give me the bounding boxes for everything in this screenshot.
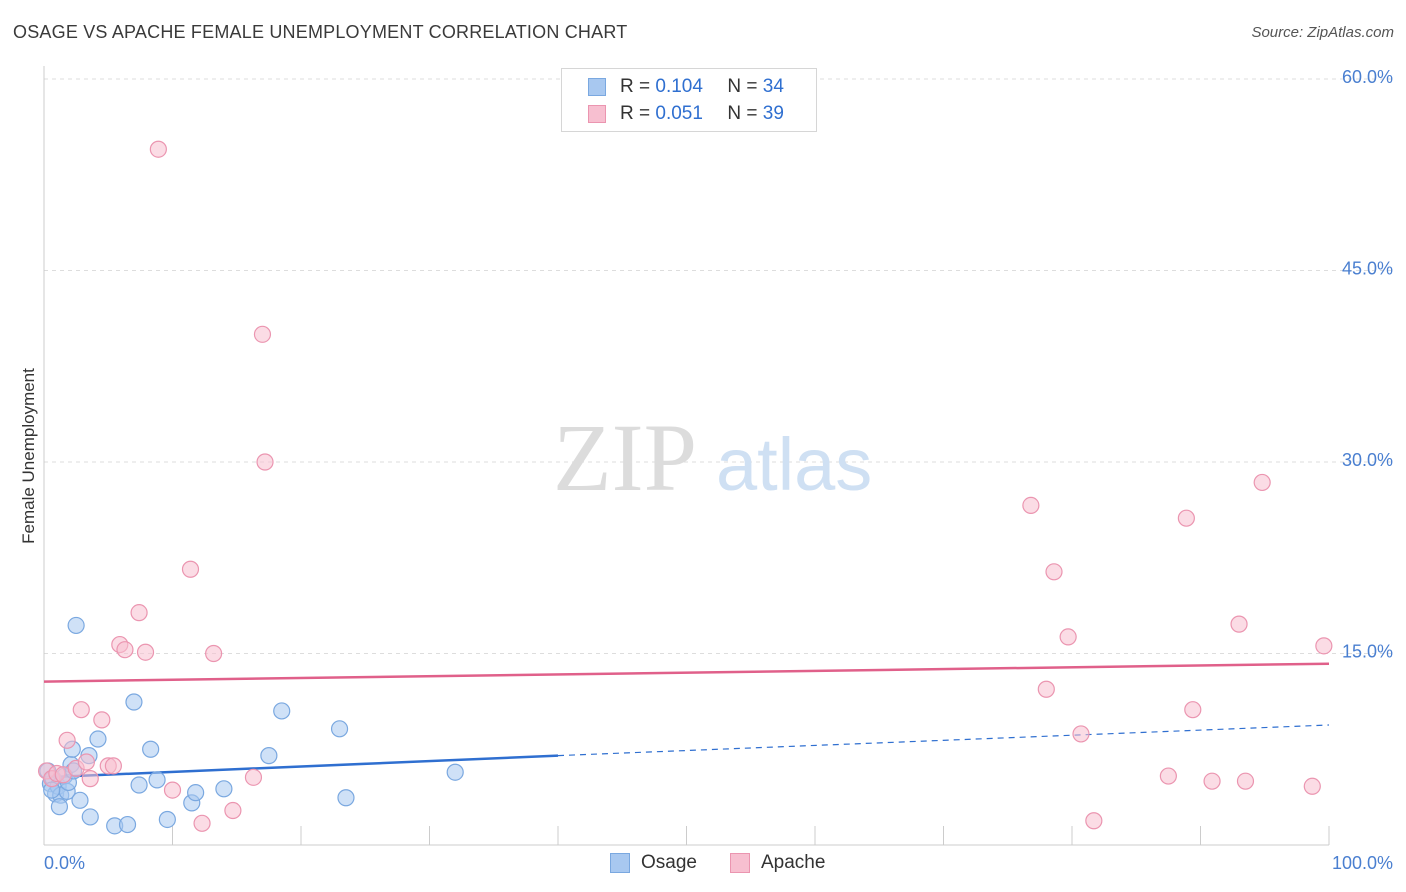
- legend-n-label: N =: [727, 103, 763, 124]
- x-tick-label: 0.0%: [44, 853, 85, 873]
- apache-point: [1072, 725, 1090, 743]
- osage-trendline: [43, 754, 559, 779]
- legend-r-label: R =: [620, 103, 656, 124]
- apache-point: [1037, 680, 1055, 698]
- apache-point: [58, 731, 76, 749]
- apache-point: [244, 768, 263, 786]
- apache-point: [77, 753, 96, 771]
- apache-point: [1177, 509, 1195, 527]
- y-tick-label: 60.0%: [1342, 67, 1393, 87]
- apache-point: [1022, 496, 1040, 515]
- apache-point: [1203, 772, 1221, 790]
- apache-point: [1085, 812, 1103, 830]
- apache-point: [1230, 615, 1248, 633]
- legend-n-value: 39: [762, 103, 784, 124]
- apache-point: [1315, 637, 1333, 655]
- osage-point: [158, 810, 176, 829]
- osage-legend-label: Osage: [641, 852, 697, 873]
- source-label: Source: ZipAtlas.com: [1251, 24, 1394, 41]
- apache-point: [1303, 777, 1321, 795]
- apache-point: [130, 604, 148, 622]
- osage-point: [50, 798, 69, 816]
- correlation-legend: R = 0.104 N = 34 R = 0.051 N = 39: [561, 68, 817, 132]
- watermark: ZIP atlas: [553, 404, 872, 511]
- apache-legend-swatch: [730, 853, 750, 873]
- apache-point: [256, 453, 274, 471]
- osage-point: [215, 780, 233, 798]
- legend-r-value: 0.104: [655, 76, 703, 97]
- apache-point: [93, 711, 111, 729]
- apache-point: [104, 757, 122, 775]
- osage-point: [130, 776, 148, 794]
- apache-legend-label: Apache: [761, 852, 826, 873]
- apache-point: [1184, 701, 1202, 719]
- legend-row-apache: R = 0.051 N = 39: [588, 101, 784, 127]
- chart-title: OSAGE VS APACHE FEMALE UNEMPLOYMENT CORR…: [13, 22, 628, 42]
- apache-point: [253, 325, 272, 343]
- osage-point: [187, 784, 205, 802]
- apache-point: [163, 781, 182, 799]
- osage-swatch: [588, 78, 606, 96]
- osage-point: [273, 702, 291, 720]
- trendlines: [43, 662, 1330, 779]
- legend-n-value: 34: [762, 76, 784, 97]
- osage-point: [125, 693, 143, 711]
- apache-trendline: [43, 662, 1330, 683]
- osage-point: [67, 616, 85, 635]
- osage-point: [118, 815, 137, 834]
- osage-point: [337, 789, 355, 807]
- osage-point: [148, 771, 166, 789]
- apache-point: [1236, 772, 1255, 790]
- apache-point: [81, 770, 99, 788]
- apache-point: [181, 560, 200, 578]
- y-tick-label: 45.0%: [1342, 259, 1393, 279]
- watermark-zip: ZIP: [553, 404, 697, 511]
- apache-point: [205, 644, 223, 663]
- osage-point: [260, 747, 278, 765]
- series-legend-osage[interactable]: Osage: [610, 852, 697, 874]
- apache-point: [72, 701, 90, 719]
- apache-point: [193, 814, 211, 832]
- osage-point: [142, 740, 160, 758]
- osage-point: [446, 763, 464, 781]
- x-tick-label: 100.0%: [1332, 853, 1393, 873]
- apache-point: [136, 643, 155, 661]
- y-tick-label: 15.0%: [1342, 642, 1393, 662]
- osage-legend-swatch: [610, 853, 630, 873]
- legend-r-label: R =: [620, 76, 656, 97]
- legend-r-value: 0.051: [655, 103, 703, 124]
- apache-point: [1045, 563, 1063, 581]
- axes: [43, 66, 1330, 846]
- legend-n-label: N =: [727, 76, 763, 97]
- apache-point: [149, 140, 167, 158]
- osage-trendline-projection: [557, 724, 1330, 757]
- apache-point: [224, 801, 242, 820]
- osage-point: [330, 720, 349, 738]
- apache-point: [1159, 767, 1177, 785]
- tick-labels: 15.0% 30.0% 45.0% 60.0% 0.0% 100.0%: [44, 67, 1393, 873]
- apache-point: [1253, 473, 1271, 492]
- apache-swatch: [588, 105, 606, 123]
- apache-point: [116, 641, 134, 659]
- legend-row-osage: R = 0.104 N = 34: [588, 74, 784, 100]
- series-legend-apache[interactable]: Apache: [730, 852, 825, 874]
- data-points: [37, 140, 1333, 835]
- y-axis-title: Female Unemployment: [19, 368, 38, 544]
- grid-lines: [44, 78, 1394, 654]
- watermark-atlas: atlas: [716, 423, 872, 506]
- apache-point: [1059, 628, 1077, 646]
- osage-point: [81, 808, 99, 826]
- y-tick-label: 30.0%: [1342, 450, 1393, 470]
- osage-point: [89, 730, 107, 748]
- osage-point: [71, 791, 89, 809]
